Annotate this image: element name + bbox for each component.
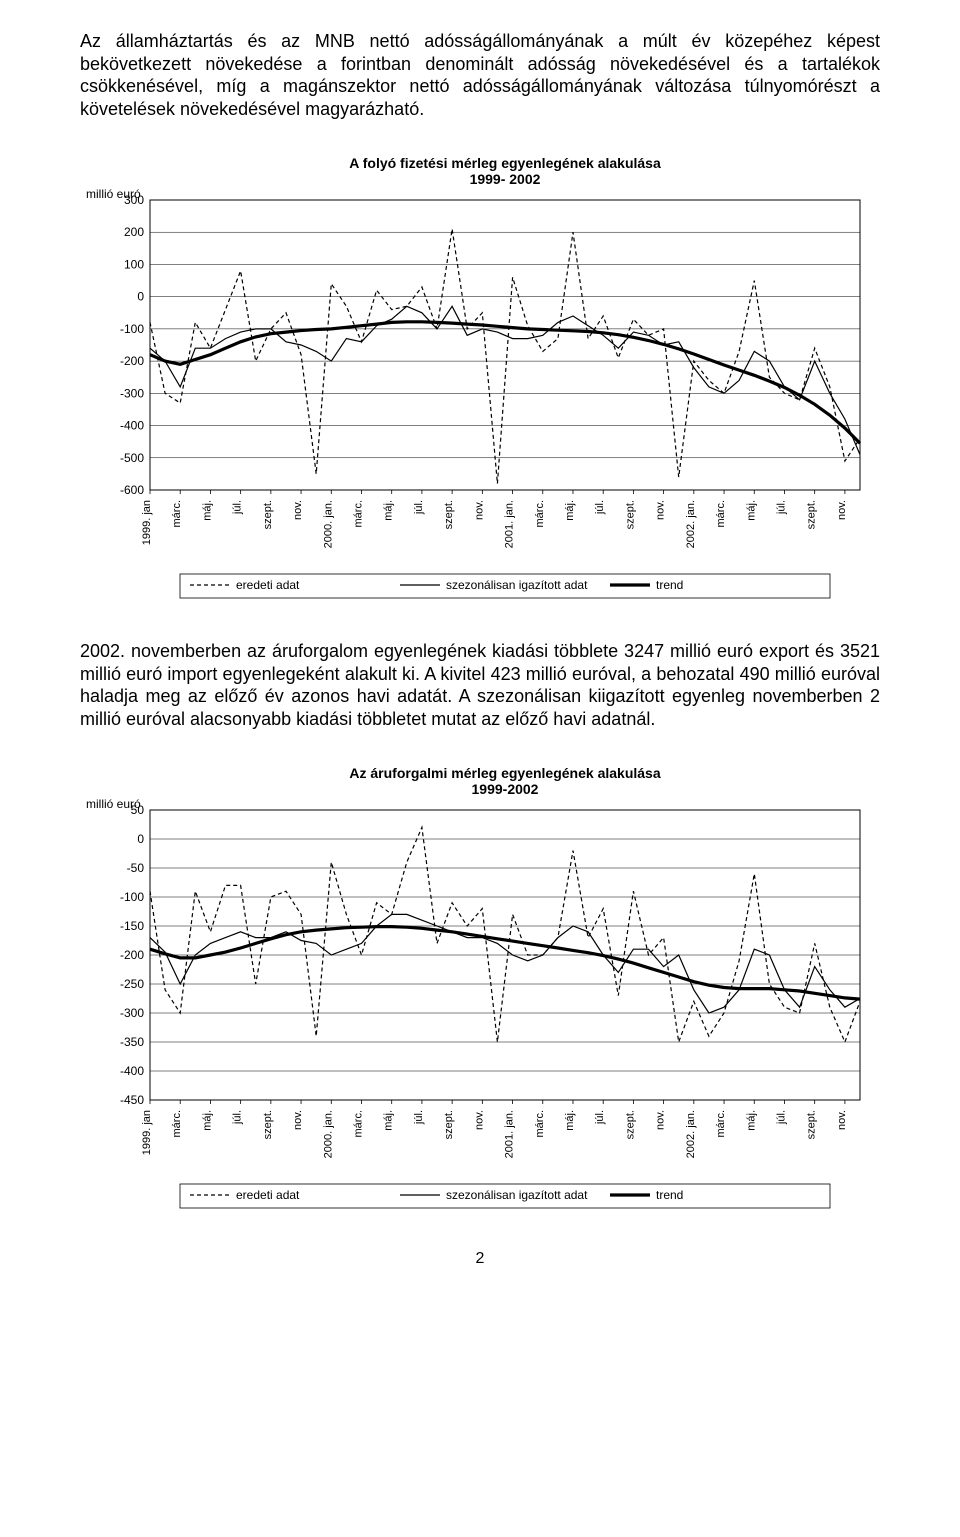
svg-text:szept.: szept. [624,500,636,529]
svg-text:márc.: márc. [715,500,727,528]
svg-text:máj.: máj. [201,500,213,521]
svg-text:1999-2002: 1999-2002 [472,781,539,797]
svg-text:máj.: máj. [564,1110,576,1131]
chart-1-block: A folyó fizetési mérleg egyenlegének ala… [80,150,880,610]
svg-text:2001. jan.: 2001. jan. [504,500,516,548]
svg-text:szept.: szept. [443,500,455,529]
svg-text:Az áruforgalmi mérleg egyenleg: Az áruforgalmi mérleg egyenlegének alaku… [349,765,660,781]
svg-text:-300: -300 [120,1006,144,1020]
svg-text:nov.: nov. [836,500,848,520]
svg-text:nov.: nov. [655,500,667,520]
svg-text:márc.: márc. [715,1110,727,1138]
svg-text:-200: -200 [120,948,144,962]
svg-text:-600: -600 [120,483,144,497]
svg-text:szept.: szept. [806,1110,818,1139]
svg-text:-150: -150 [120,919,144,933]
svg-text:márc.: márc. [352,500,364,528]
svg-text:1999. jan: 1999. jan [141,1110,153,1155]
svg-text:máj.: máj. [201,1110,213,1131]
page-number: 2 [80,1250,880,1268]
svg-text:máj.: máj. [383,1110,395,1131]
svg-text:1999- 2002: 1999- 2002 [470,171,541,187]
svg-text:márc.: márc. [534,1110,546,1138]
svg-text:máj.: máj. [745,500,757,521]
chart-2-svg: Az áruforgalmi mérleg egyenlegének alaku… [80,760,880,1220]
svg-text:szept.: szept. [624,1110,636,1139]
svg-text:szezonálisan igazított adat: szezonálisan igazított adat [446,578,588,592]
svg-text:-200: -200 [120,354,144,368]
svg-text:nov.: nov. [292,500,304,520]
svg-text:júl.: júl. [413,500,425,515]
paragraph-2: 2002. novemberben az áruforgalom egyenle… [80,640,880,730]
svg-text:-300: -300 [120,386,144,400]
svg-text:szept.: szept. [443,1110,455,1139]
svg-text:1999. jan: 1999. jan [141,500,153,545]
svg-text:200: 200 [124,225,144,239]
svg-text:-100: -100 [120,890,144,904]
paragraph-1: Az államháztartás és az MNB nettó adóssá… [80,30,880,120]
svg-text:szept.: szept. [262,1110,274,1139]
svg-text:júl.: júl. [594,1110,606,1125]
svg-text:nov.: nov. [292,1110,304,1130]
svg-text:júl.: júl. [413,1110,425,1125]
svg-text:júl.: júl. [232,1110,244,1125]
svg-text:A folyó fizetési mérleg egyenl: A folyó fizetési mérleg egyenlegének ala… [349,155,661,171]
svg-text:szept.: szept. [262,500,274,529]
svg-text:júl.: júl. [775,1110,787,1125]
svg-text:50: 50 [131,803,145,817]
svg-text:2002. jan.: 2002. jan. [685,500,697,548]
svg-text:-350: -350 [120,1035,144,1049]
svg-text:máj.: máj. [564,500,576,521]
svg-text:nov.: nov. [836,1110,848,1130]
svg-text:300: 300 [124,193,144,207]
svg-text:-400: -400 [120,1064,144,1078]
svg-text:eredeti adat: eredeti adat [236,1188,300,1202]
svg-text:trend: trend [656,1188,683,1202]
svg-text:szezonálisan igazított adat: szezonálisan igazított adat [446,1188,588,1202]
svg-text:-250: -250 [120,977,144,991]
svg-text:eredeti adat: eredeti adat [236,578,300,592]
svg-text:márc.: márc. [171,1110,183,1138]
svg-text:-500: -500 [120,451,144,465]
svg-text:júl.: júl. [232,500,244,515]
svg-text:trend: trend [656,578,683,592]
svg-text:júl.: júl. [594,500,606,515]
svg-text:máj.: máj. [383,500,395,521]
svg-text:nov.: nov. [655,1110,667,1130]
chart-2-block: Az áruforgalmi mérleg egyenlegének alaku… [80,760,880,1220]
svg-text:máj.: máj. [745,1110,757,1131]
svg-text:2000. jan.: 2000. jan. [322,1110,334,1158]
svg-text:szept.: szept. [806,500,818,529]
svg-text:100: 100 [124,257,144,271]
svg-text:2001. jan.: 2001. jan. [504,1110,516,1158]
svg-text:-50: -50 [127,861,145,875]
svg-text:márc.: márc. [171,500,183,528]
svg-text:2000. jan.: 2000. jan. [322,500,334,548]
svg-text:márc.: márc. [534,500,546,528]
svg-text:-400: -400 [120,419,144,433]
svg-text:-450: -450 [120,1093,144,1107]
svg-text:0: 0 [137,290,144,304]
svg-text:-100: -100 [120,322,144,336]
svg-text:0: 0 [137,832,144,846]
svg-text:márc.: márc. [352,1110,364,1138]
svg-text:júl.: júl. [775,500,787,515]
chart-1-svg: A folyó fizetési mérleg egyenlegének ala… [80,150,880,610]
svg-text:2002. jan.: 2002. jan. [685,1110,697,1158]
svg-text:nov.: nov. [473,1110,485,1130]
svg-text:nov.: nov. [473,500,485,520]
